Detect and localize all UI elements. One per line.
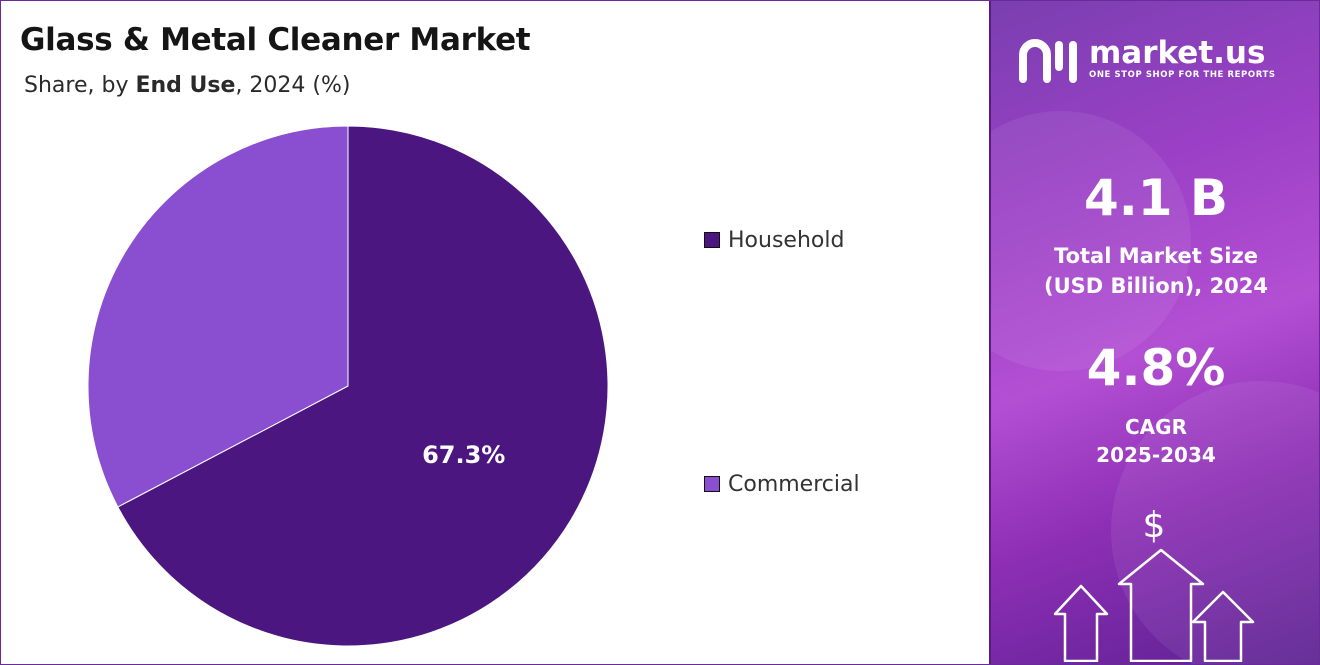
- legend-item-commercial: Commercial: [704, 470, 860, 498]
- subtitle-suffix: , 2024 (%): [235, 73, 351, 98]
- market-size-label-line2: (USD Billion), 2024: [1043, 274, 1269, 298]
- data-label-household: 67.3%: [422, 441, 505, 469]
- legend-swatch: [704, 232, 720, 248]
- brand-name: market.us: [1089, 35, 1266, 71]
- legend-item-household: Household: [704, 226, 844, 254]
- market-size-value: 4.1 B: [1083, 169, 1229, 227]
- market-size-label-line1: Total Market Size: [1054, 244, 1258, 268]
- pie-slice-commercial: [87, 125, 349, 508]
- subtitle-emphasis: End Use: [135, 73, 236, 98]
- pie-chart: 67.3%: [87, 125, 609, 647]
- chart-subtitle: Share, by End Use, 2024 (%): [24, 73, 350, 98]
- market-size-label: Total Market Size (USD Billion), 2024: [991, 241, 1319, 301]
- pie-slice-household: [117, 125, 609, 647]
- cagr-value: 4.8%: [1086, 339, 1226, 397]
- cagr-label-line2: 2025-2034: [1096, 443, 1216, 467]
- panel-decoration: [991, 111, 1191, 371]
- legend-label: Commercial: [728, 471, 860, 497]
- dollar-icon: $: [1142, 505, 1166, 546]
- subtitle-prefix: Share, by: [24, 73, 136, 98]
- chart-title: Glass & Metal Cleaner Market: [20, 22, 531, 58]
- cagr-label-line1: CAGR: [1125, 415, 1187, 439]
- market-us-logo-icon: [1019, 39, 1077, 83]
- legend-label: Household: [728, 227, 845, 253]
- summary-panel: market.us ONE STOP SHOP FOR THE REPORTS …: [989, 1, 1319, 664]
- growth-arrows-icon: [1053, 548, 1255, 662]
- brand-tagline: ONE STOP SHOP FOR THE REPORTS: [1089, 70, 1276, 80]
- cagr-label: CAGR 2025-2034: [991, 413, 1319, 469]
- legend-swatch: [704, 476, 720, 492]
- chart-panel: Glass & Metal Cleaner Market Share, by E…: [1, 1, 989, 664]
